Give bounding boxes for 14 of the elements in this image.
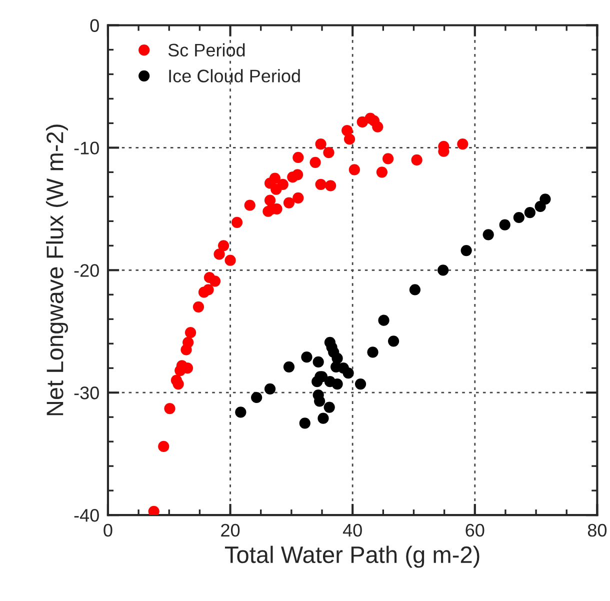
- x-axis-title: Total Water Path (g m-2): [224, 546, 480, 568]
- legend-label: Ice Cloud Period: [169, 69, 300, 82]
- y-tick-label: -20: [74, 264, 99, 277]
- x-tick-label: 20: [221, 524, 240, 537]
- y-tick-label: -10: [74, 142, 99, 154]
- x-tick-label: 80: [588, 524, 607, 537]
- y-tick-label: -30: [74, 386, 99, 400]
- x-tick-label: 40: [342, 524, 362, 537]
- x-tick-label: 0: [104, 524, 112, 537]
- legend-label: Sc Period: [168, 43, 245, 57]
- y-tick-label: 0: [90, 19, 99, 32]
- y-tick-label: -40: [74, 508, 99, 522]
- y-axis-title: Net Longwave Flux (W m-2): [46, 124, 68, 416]
- x-tick-label: 60: [466, 524, 484, 537]
